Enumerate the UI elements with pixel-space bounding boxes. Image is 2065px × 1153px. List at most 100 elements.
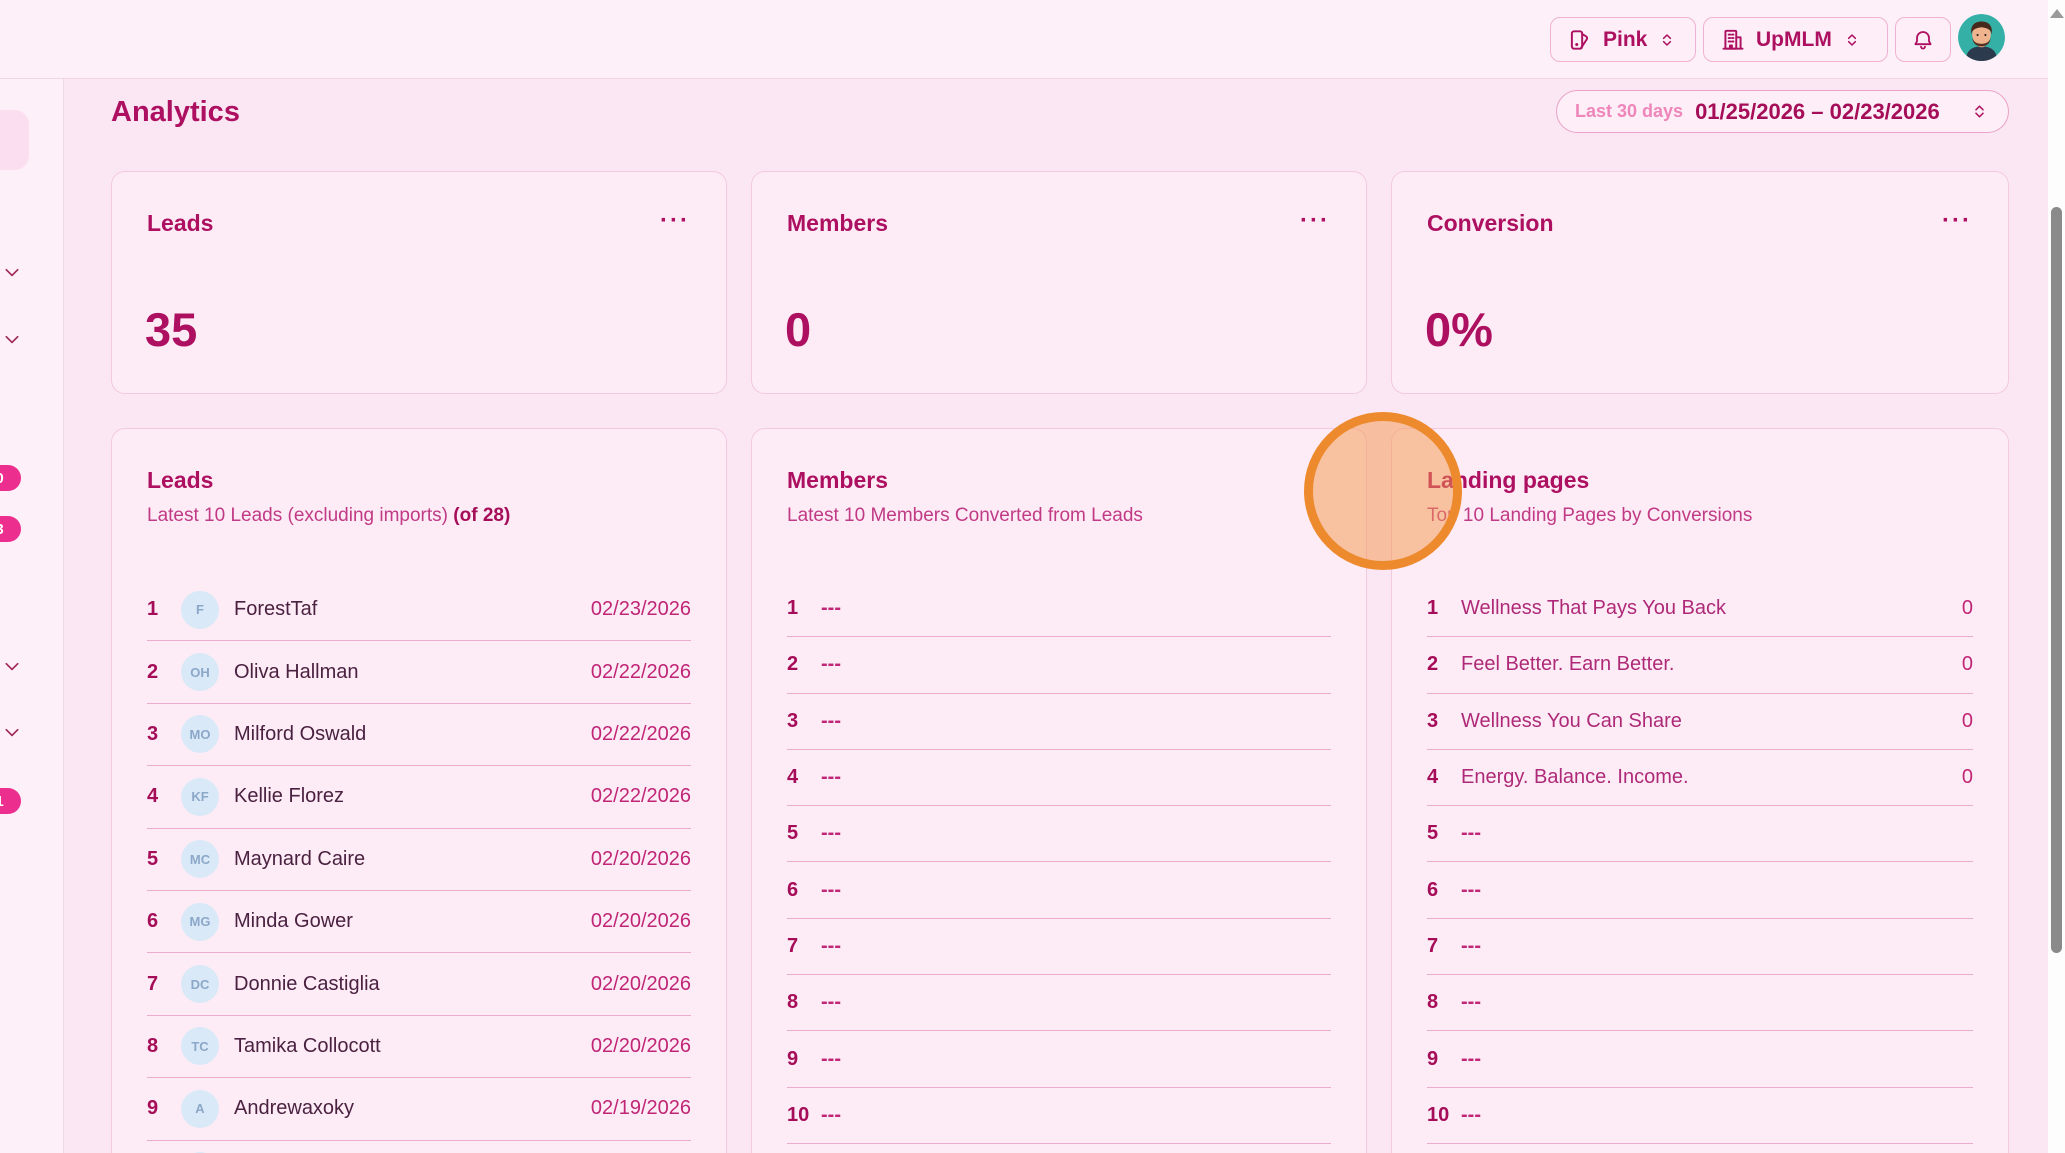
members-list-card: Members Latest 10 Members Converted from… — [751, 428, 1367, 1153]
palette-icon — [1570, 29, 1589, 50]
table-row[interactable]: 7 DC Donnie Castiglia 02/20/2026 — [147, 953, 691, 1016]
empty-value: --- — [1461, 878, 1481, 901]
landing-page-name: Feel Better. Earn Better. — [1461, 653, 1675, 676]
stat-card-leads: Leads ··· 35 — [111, 171, 727, 394]
row-rank: 5 — [147, 847, 159, 870]
chevron-down-icon[interactable] — [3, 264, 21, 282]
row-rank: 4 — [787, 766, 799, 789]
table-row[interactable]: 3 Wellness You Can Share 0 — [1427, 694, 1973, 750]
row-rank: 10 — [787, 1103, 810, 1126]
ellipsis-menu-icon[interactable]: ··· — [1300, 207, 1330, 234]
theme-selector[interactable]: Pink — [1550, 17, 1696, 62]
table-row[interactable]: 10 F ForestTaf 02/16/2026 — [147, 1141, 691, 1153]
landing-rows: 1 Wellness That Pays You Back 0 2 Feel B… — [1427, 581, 1973, 1144]
avatar: DC — [181, 965, 219, 1004]
table-row[interactable]: 9 A Andrewaxoky 02/19/2026 — [147, 1078, 691, 1141]
landing-page-name: Wellness You Can Share — [1461, 709, 1682, 732]
empty-value: --- — [1461, 1047, 1481, 1070]
empty-value: --- — [1461, 1103, 1481, 1126]
row-rank: 5 — [1427, 822, 1439, 845]
organization-selector[interactable]: UpMLM — [1703, 17, 1888, 62]
scrollbar-thumb[interactable] — [2051, 207, 2062, 953]
table-row[interactable]: 8 TC Tamika Collocott 02/20/2026 — [147, 1016, 691, 1079]
top-bar: Pink UpMLM — [0, 0, 2065, 79]
empty-value: --- — [821, 822, 841, 845]
row-rank: 5 — [787, 822, 799, 845]
list-card-title: Members — [787, 467, 888, 493]
chevron-down-icon[interactable] — [3, 658, 21, 676]
row-rank: 4 — [1427, 766, 1439, 789]
empty-value: --- — [821, 1103, 841, 1126]
stat-card-title: Conversion — [1427, 210, 1554, 236]
table-row: 7 --- — [1427, 919, 1973, 976]
notifications-button[interactable] — [1895, 17, 1951, 62]
badge-count: 0 — [0, 470, 4, 487]
chevron-updown-icon — [1975, 105, 1984, 118]
theme-selector-label: Pink — [1603, 27, 1648, 51]
row-rank: 6 — [147, 910, 159, 933]
empty-value: --- — [821, 934, 841, 957]
badge-count: 1 — [0, 793, 4, 810]
lead-date: 02/20/2026 — [590, 972, 691, 995]
empty-value: --- — [821, 991, 841, 1014]
row-rank: 1 — [147, 598, 159, 621]
table-row[interactable]: 4 Energy. Balance. Income. 0 — [1427, 750, 1973, 807]
row-rank: 10 — [1427, 1103, 1450, 1126]
avatar-initials: MO — [189, 726, 211, 742]
row-rank: 8 — [787, 991, 799, 1014]
sidebar-badge: 1 — [0, 788, 21, 814]
avatar: OH — [181, 653, 219, 692]
empty-value: --- — [821, 597, 841, 620]
avatar-initials: DC — [190, 976, 210, 992]
table-row[interactable]: 3 MO Milford Oswald 02/22/2026 — [147, 704, 691, 767]
row-rank: 6 — [787, 878, 799, 901]
lead-name: Maynard Caire — [234, 847, 366, 870]
conversion-count: 0 — [1961, 653, 1973, 676]
leads-rows: 1 F ForestTaf 02/23/2026 2 OH Oliva Hall… — [147, 579, 691, 1153]
table-row: 10 --- — [787, 1088, 1331, 1144]
user-avatar-image — [1958, 14, 2005, 61]
sidebar-active-item[interactable] — [0, 110, 29, 170]
avatar-initials: KF — [191, 789, 209, 805]
table-row[interactable]: 1 F ForestTaf 02/23/2026 — [147, 579, 691, 642]
table-row[interactable]: 6 MG Minda Gower 02/20/2026 — [147, 891, 691, 954]
table-row: 9 --- — [1427, 1031, 1973, 1088]
row-rank: 7 — [787, 934, 799, 957]
row-rank: 7 — [147, 972, 159, 995]
avatar: KF — [181, 777, 219, 816]
avatar-initials: F — [196, 602, 204, 618]
stat-value: 35 — [145, 303, 198, 356]
lead-date: 02/20/2026 — [590, 910, 691, 933]
table-row[interactable]: 2 Feel Better. Earn Better. 0 — [1427, 637, 1973, 694]
table-row: 8 --- — [787, 975, 1331, 1032]
lead-name: Andrewaxoky — [234, 1097, 355, 1120]
lead-date: 02/22/2026 — [590, 785, 691, 808]
lead-date: 02/22/2026 — [590, 660, 691, 683]
triangle-up-icon[interactable] — [2050, 9, 2064, 18]
row-rank: 1 — [787, 597, 799, 620]
row-rank: 3 — [147, 722, 159, 745]
table-row: 7 --- — [787, 919, 1331, 976]
sidebar: 0 3 1 — [0, 79, 64, 1153]
row-rank: 2 — [787, 653, 799, 676]
table-row[interactable]: 4 KF Kellie Florez 02/22/2026 — [147, 766, 691, 829]
row-rank: 3 — [787, 709, 799, 732]
table-row[interactable]: 2 OH Oliva Hallman 02/22/2026 — [147, 641, 691, 704]
user-avatar[interactable] — [1958, 14, 2005, 61]
chevron-down-icon[interactable] — [3, 724, 21, 742]
table-row[interactable]: 5 MC Maynard Caire 02/20/2026 — [147, 829, 691, 891]
stat-card-title: Leads — [147, 210, 214, 236]
chevron-down-icon[interactable] — [3, 331, 21, 349]
date-range-selector[interactable]: Last 30 days 01/25/2026 – 02/23/2026 — [1556, 90, 2009, 133]
ellipsis-menu-icon[interactable]: ··· — [1942, 207, 1972, 234]
empty-value: --- — [821, 1047, 841, 1070]
landing-page-name: Energy. Balance. Income. — [1461, 766, 1689, 789]
ellipsis-menu-icon[interactable]: ··· — [660, 207, 690, 234]
chevron-updown-icon — [1663, 33, 1672, 46]
list-card-title: Leads — [147, 467, 214, 493]
lead-name: Minda Gower — [234, 910, 353, 933]
table-row[interactable]: 1 Wellness That Pays You Back 0 — [1427, 581, 1973, 638]
stat-card-conversion: Conversion ··· 0% — [1391, 171, 2009, 394]
scrollbar[interactable] — [2048, 0, 2065, 1153]
table-row: 9 --- — [787, 1031, 1331, 1088]
